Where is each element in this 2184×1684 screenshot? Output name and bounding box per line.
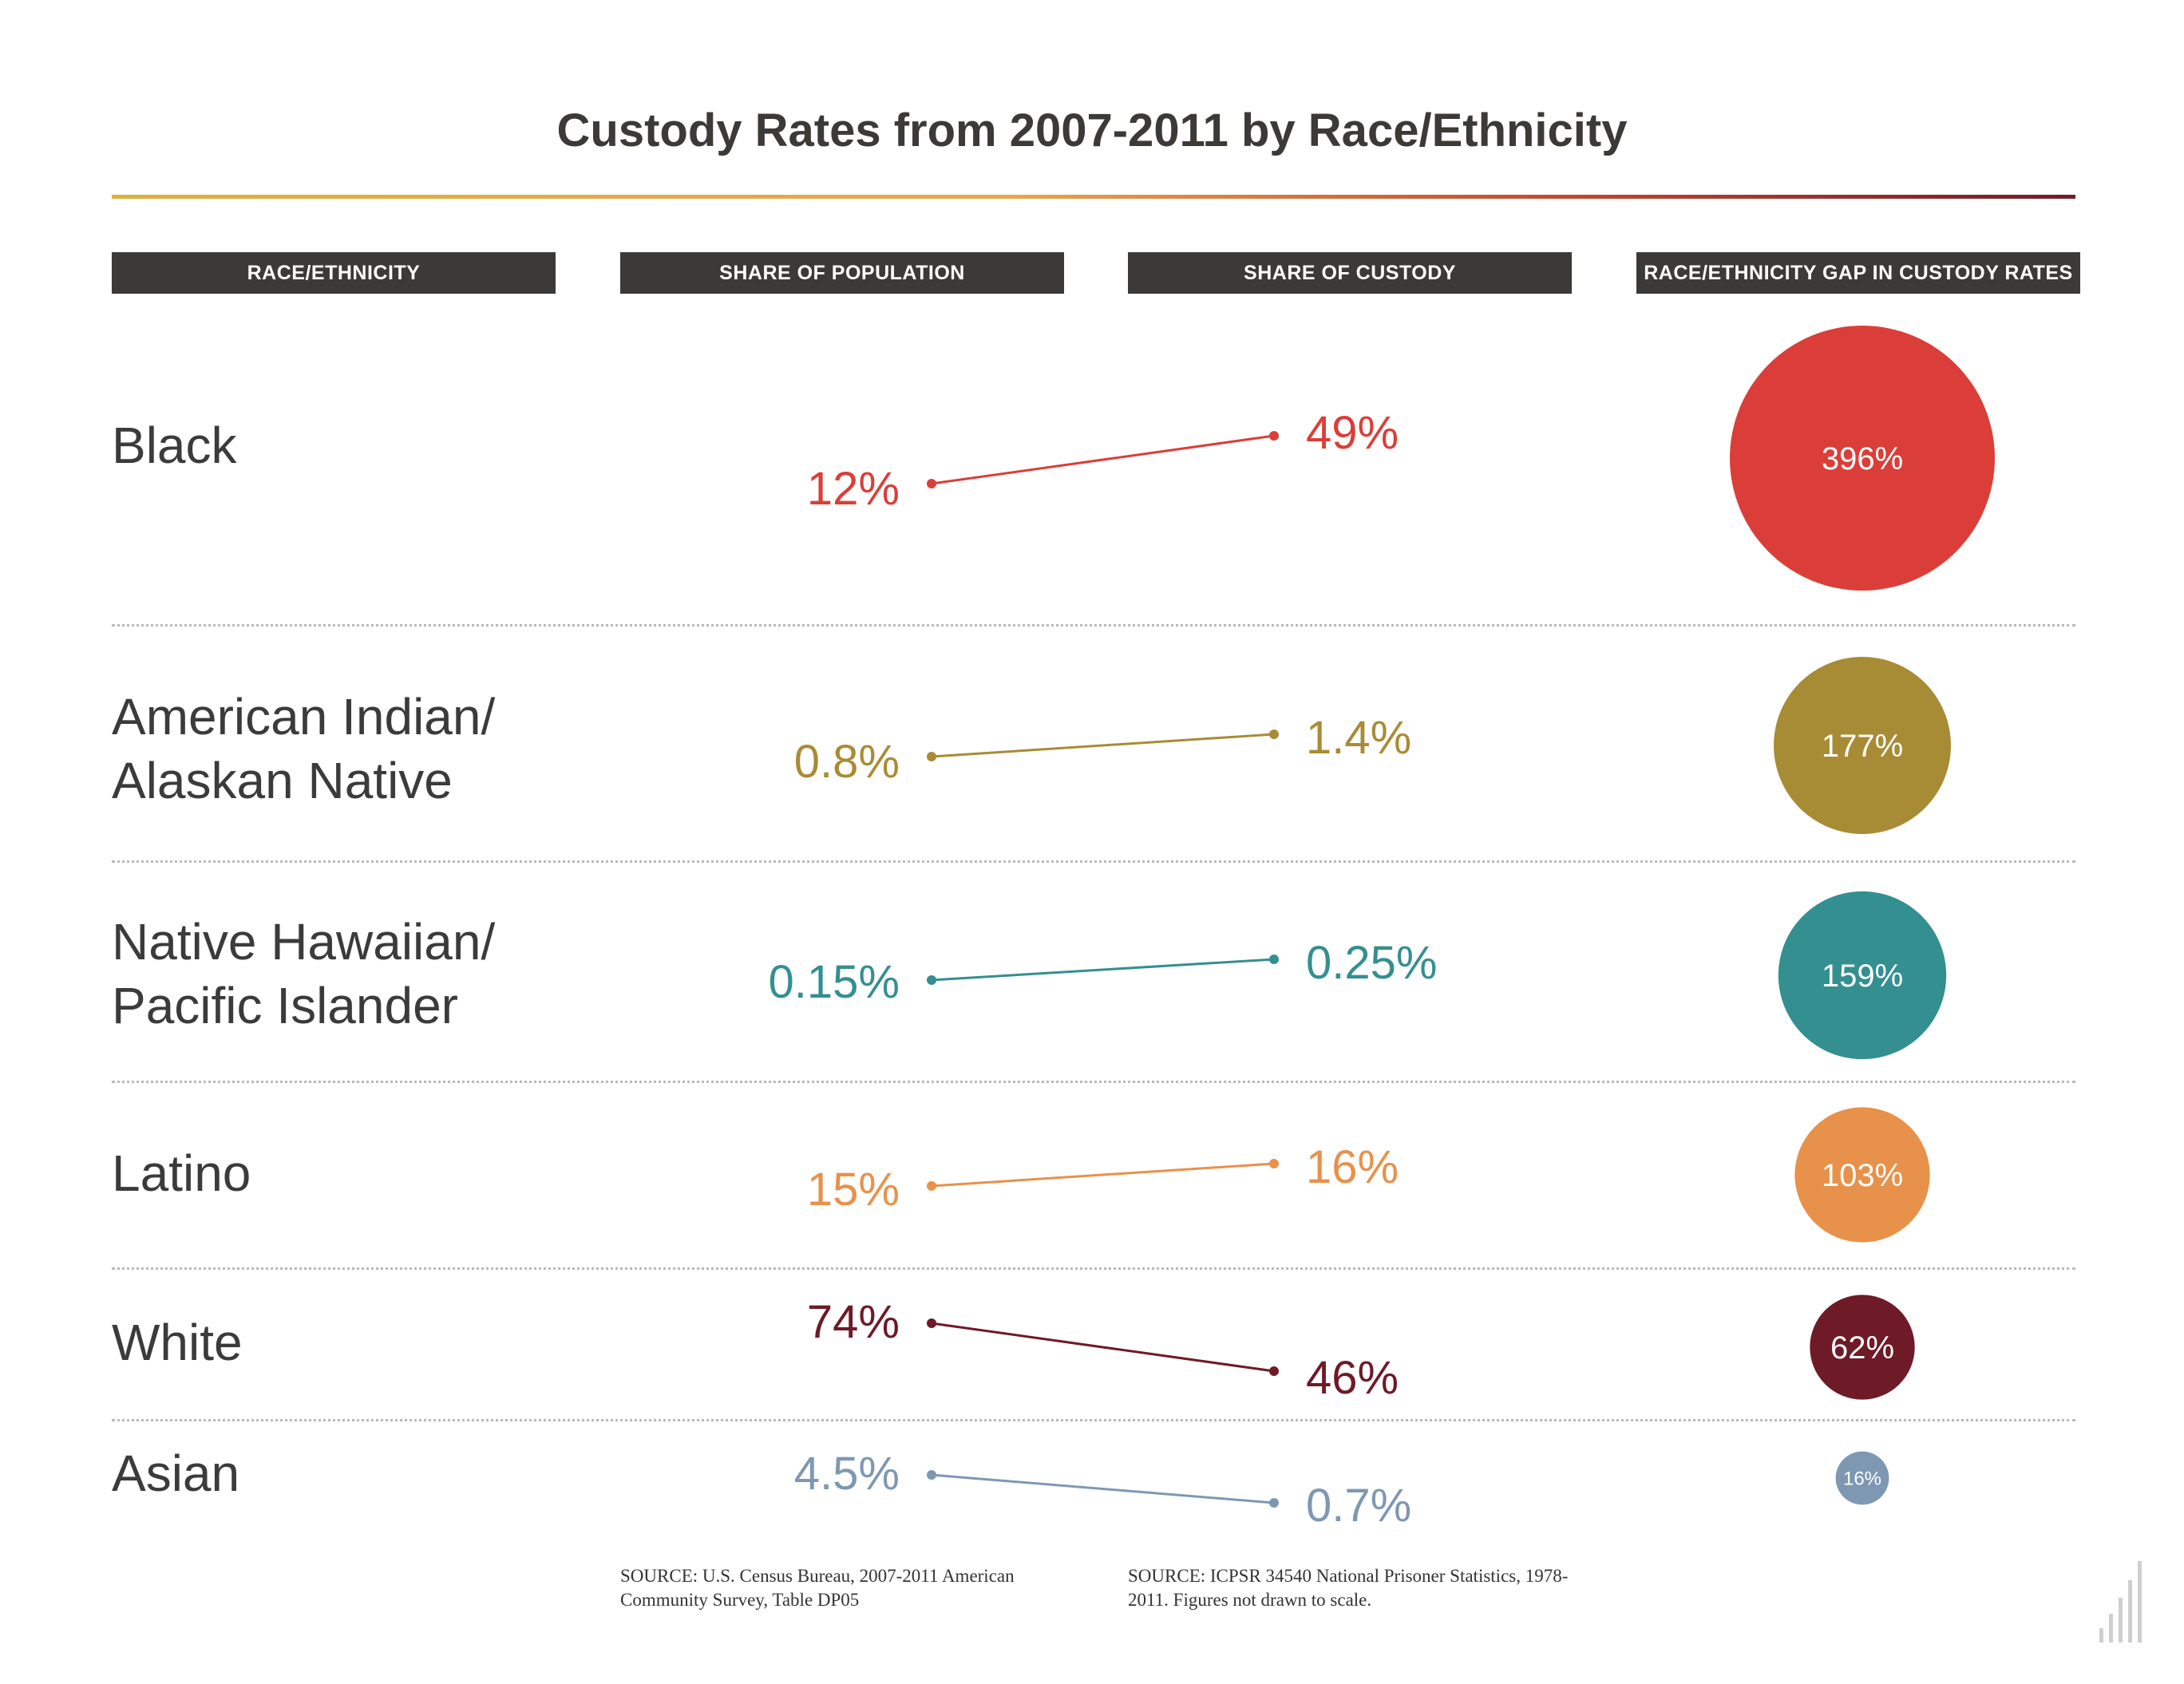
gap-bubble-black	[1730, 326, 1995, 591]
gap-bubble-american-indian	[1774, 657, 1951, 834]
source-custody: SOURCE: ICPSR 34540 National Prisoner St…	[1128, 1566, 1569, 1610]
gap-label-american-indian: 177%	[1822, 729, 1903, 764]
custody-label-black: 49%	[1306, 407, 1399, 459]
custody-point-latino	[1269, 1159, 1279, 1168]
gap-label-white: 62%	[1830, 1330, 1894, 1366]
source-population: SOURCE: U.S. Census Bureau, 2007-2011 Am…	[620, 1566, 1015, 1610]
population-point-black	[927, 479, 936, 488]
slope-line-asian	[931, 1473, 1275, 1504]
row-separator	[112, 1267, 2075, 1270]
slope-line-native-hawaiian	[931, 958, 1275, 982]
slope-line-latino	[931, 1162, 1275, 1188]
custody-label-asian: 0.7%	[1306, 1480, 1411, 1532]
gap-bubble-white	[1810, 1295, 1915, 1400]
population-label-black: 12%	[807, 463, 900, 515]
row-label-american-indian: American Indian/ Alaskan Native	[112, 688, 496, 809]
population-label-white: 74%	[807, 1296, 900, 1348]
custody-point-american-indian	[1269, 729, 1279, 739]
custody-label-white: 46%	[1306, 1352, 1399, 1404]
population-point-white	[927, 1318, 936, 1328]
title-rule	[112, 195, 2075, 199]
custody-label-native-hawaiian: 0.25%	[1306, 937, 1437, 989]
custody-point-native-hawaiian	[1269, 955, 1279, 964]
population-label-latino: 15%	[807, 1164, 900, 1216]
gap-bubble-asian	[1835, 1451, 1889, 1505]
slope-line-black	[931, 434, 1275, 485]
row-separator	[112, 1081, 2075, 1083]
row-separator	[112, 624, 2075, 627]
gap-bubble-latino	[1794, 1107, 1930, 1243]
slope-line-american-indian	[931, 733, 1275, 758]
gap-label-asian: 16%	[1843, 1468, 1881, 1489]
custody-point-white	[1269, 1366, 1279, 1376]
column-header-race: RACE/ETHNICITY	[112, 252, 556, 294]
gap-bubble-native-hawaiian	[1778, 891, 1947, 1060]
row-label-black: Black	[112, 417, 237, 474]
gap-label-native-hawaiian: 159%	[1822, 959, 1903, 994]
custody-point-black	[1269, 431, 1279, 441]
row-label-latino: Latino	[112, 1144, 251, 1202]
column-header-custody: SHARE OF CUSTODY	[1128, 252, 1572, 294]
row-label-white: White	[112, 1314, 243, 1371]
gap-label-black: 396%	[1822, 441, 1903, 476]
population-label-asian: 4.5%	[794, 1448, 900, 1500]
row-separator	[112, 1419, 2075, 1421]
chart-title: Custody Rates from 2007-2011 by Race/Eth…	[556, 105, 1628, 156]
custody-point-asian	[1269, 1498, 1279, 1508]
column-header-gap: RACE/ETHNICITY GAP IN CUSTODY RATES	[1636, 252, 2080, 294]
population-point-asian	[927, 1470, 936, 1480]
row-label-asian: Asian	[112, 1445, 240, 1502]
slope-line-white	[931, 1322, 1275, 1373]
population-point-latino	[927, 1181, 936, 1191]
row-separator	[112, 860, 2075, 863]
custody-label-latino: 16%	[1306, 1141, 1399, 1193]
row-label-native-hawaiian: Native Hawaiian/ Pacific Islander	[112, 913, 496, 1034]
population-point-american-indian	[927, 752, 936, 761]
gap-label-latino: 103%	[1822, 1158, 1903, 1193]
population-point-native-hawaiian	[927, 975, 936, 985]
column-header-population: SHARE OF POPULATION	[620, 252, 1064, 294]
population-label-american-indian: 0.8%	[794, 736, 900, 788]
logo-bars-icon	[2099, 1561, 2142, 1642]
custody-label-american-indian: 1.4%	[1306, 712, 1411, 764]
population-label-native-hawaiian: 0.15%	[769, 956, 900, 1008]
